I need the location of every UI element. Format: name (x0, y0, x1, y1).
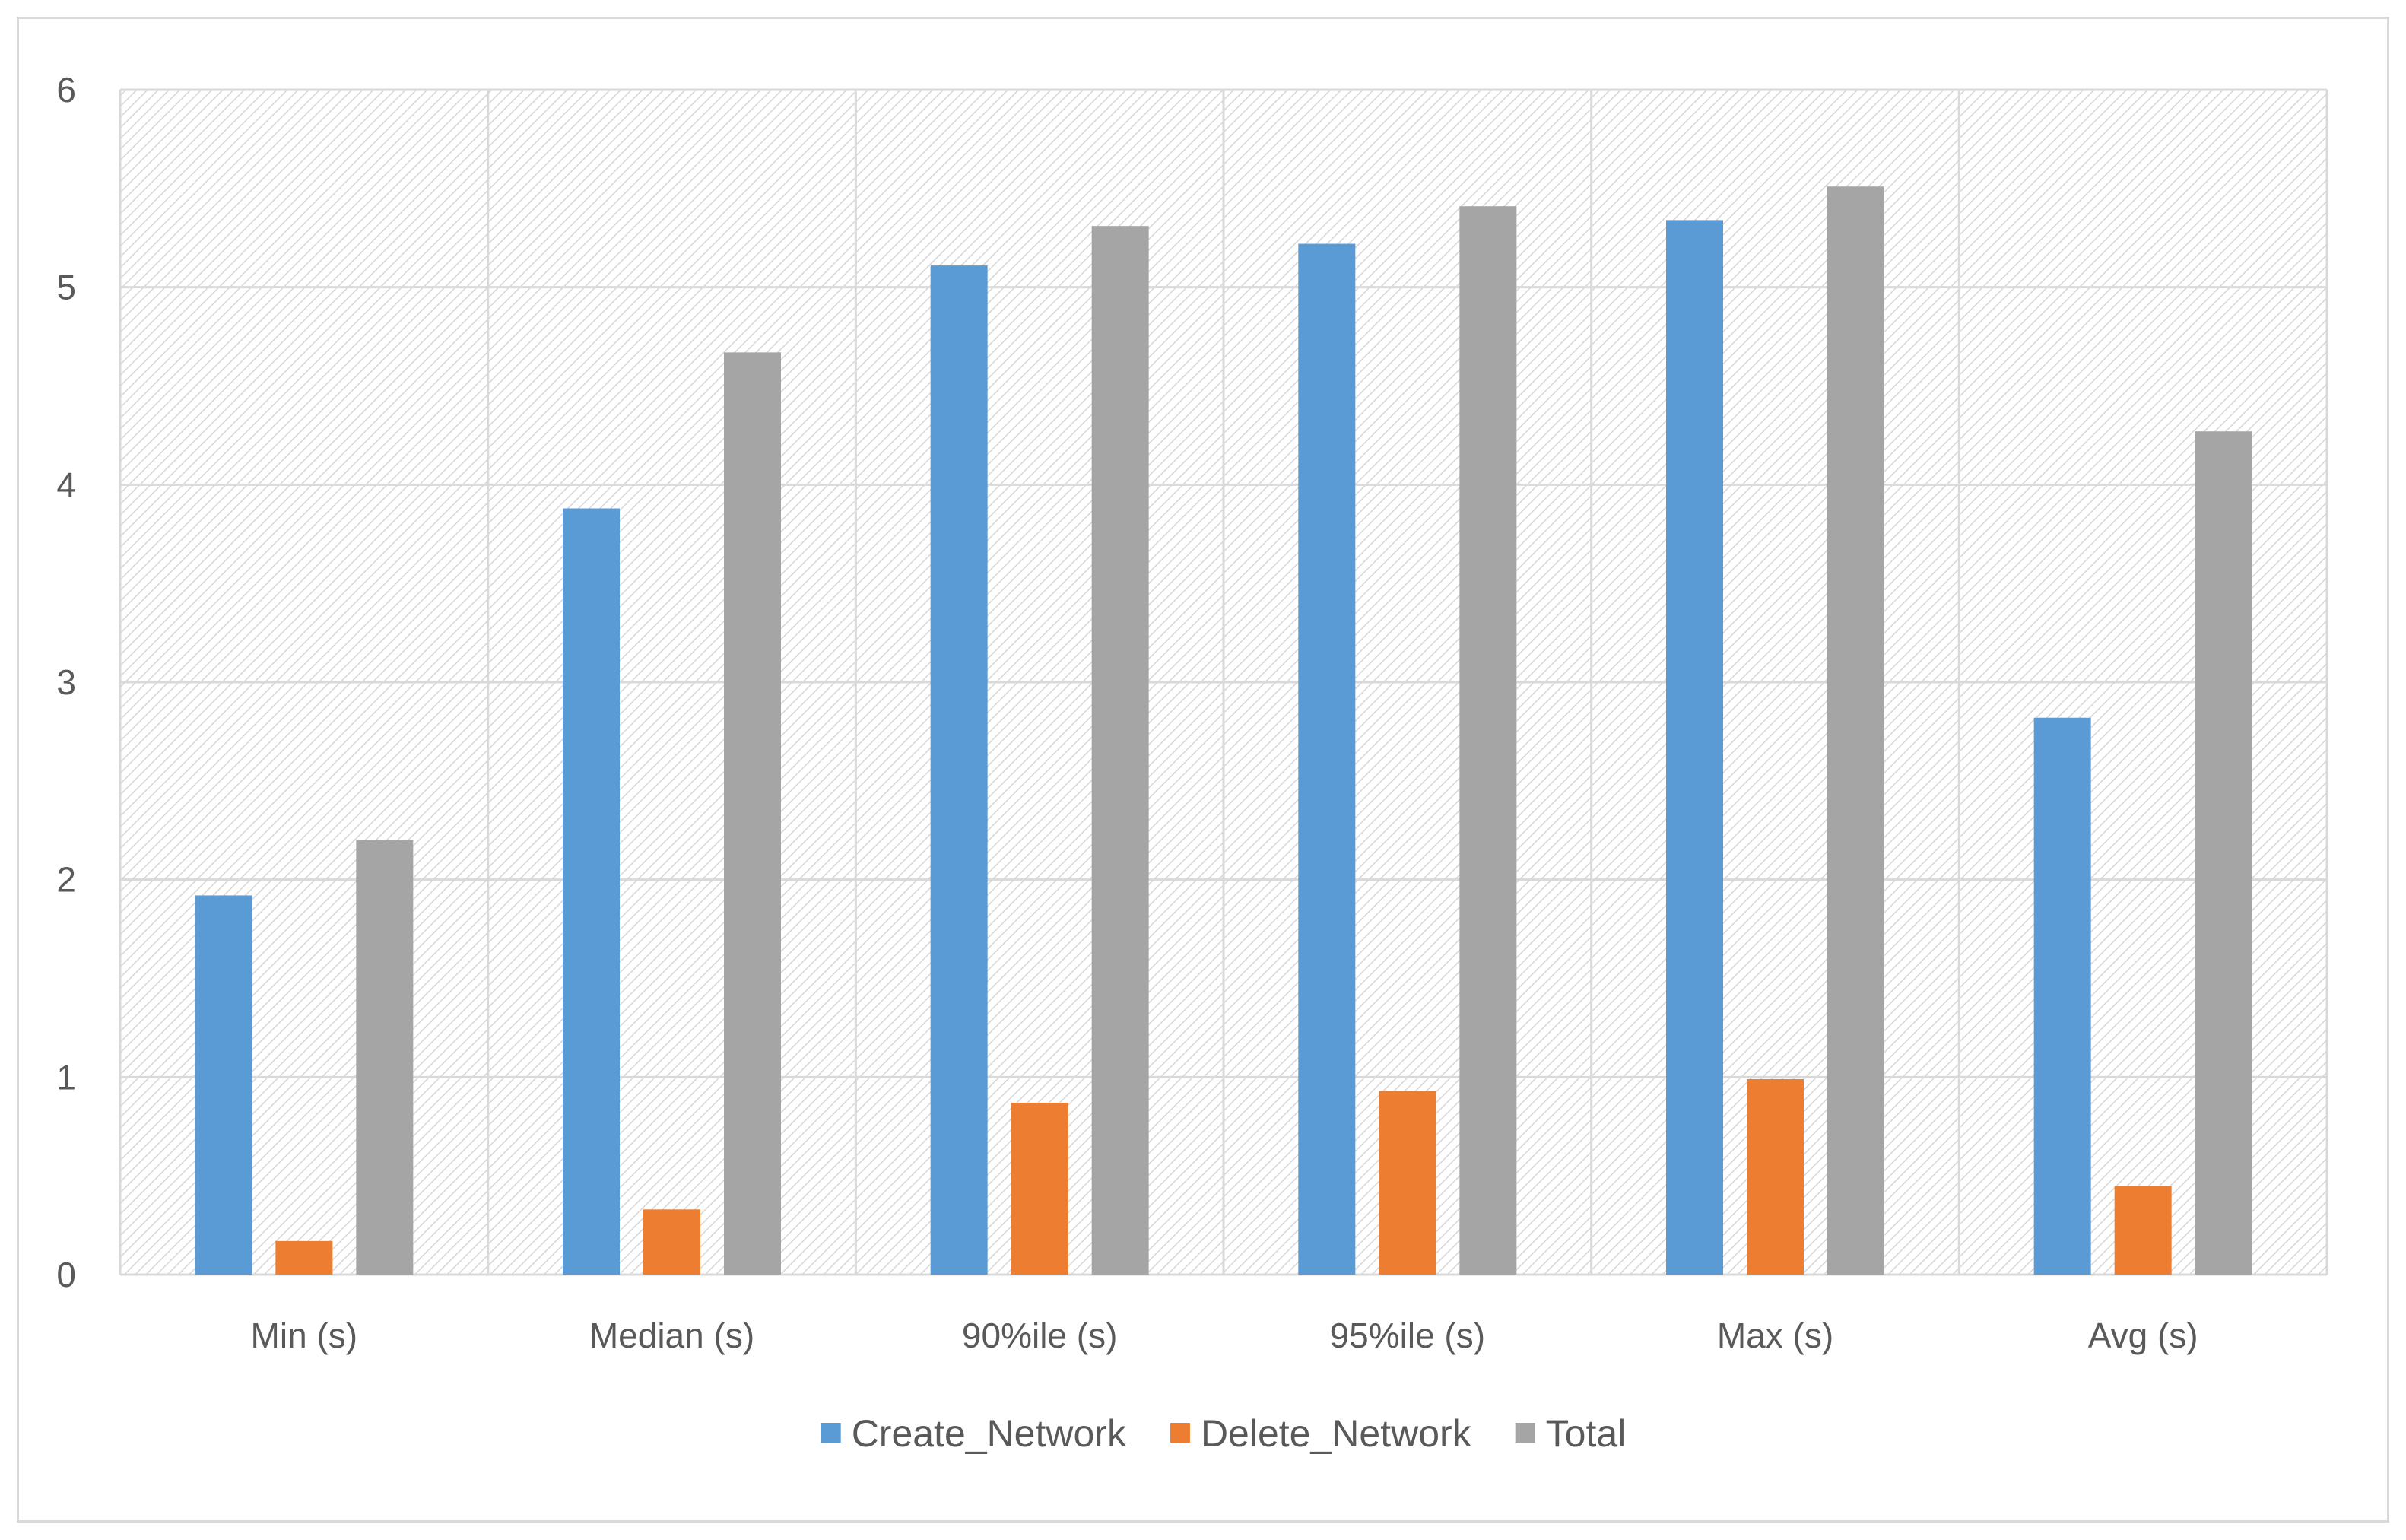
legend-swatch-delete-network (1170, 1423, 1190, 1443)
bar-delete-network-2 (1011, 1103, 1068, 1275)
bar-create-network-3 (1298, 243, 1356, 1275)
bar-delete-network-3 (1379, 1091, 1436, 1275)
bar-total-5 (2195, 431, 2252, 1275)
y-tick-label: 2 (56, 860, 76, 900)
bar-delete-network-1 (643, 1209, 700, 1275)
bar-create-network-1 (563, 508, 620, 1275)
bar-total-4 (1827, 186, 1884, 1275)
x-axis-tick-labels: Min (s) Median (s) 90%ile (s) 95%ile (s) Max… (251, 1316, 2198, 1355)
y-tick-label: 6 (56, 70, 76, 110)
legend-label-delete-network: Delete_Network (1201, 1412, 1472, 1455)
bar-create-network-5 (2033, 717, 2091, 1275)
y-tick-label: 5 (56, 268, 76, 307)
x-tick-label: Avg (s) (2088, 1316, 2198, 1355)
legend-label-total: Total (1546, 1412, 1627, 1455)
bar-total-2 (1091, 226, 1149, 1275)
y-tick-label: 4 (56, 465, 76, 504)
y-tick-label: 1 (56, 1057, 76, 1097)
x-tick-label: 95%ile (s) (1330, 1316, 1486, 1355)
bar-create-network-0 (195, 895, 252, 1275)
bar-delete-network-0 (275, 1240, 333, 1275)
legend-label-create-network: Create_Network (852, 1412, 1127, 1455)
legend: Create_Network Delete_Network Total (821, 1412, 1627, 1455)
legend-swatch-create-network (821, 1423, 841, 1443)
bar-total-1 (724, 352, 781, 1275)
x-tick-label: Median (s) (589, 1316, 754, 1355)
x-tick-label: Max (s) (1717, 1316, 1833, 1355)
bars (195, 186, 2252, 1275)
bar-total-0 (356, 840, 414, 1275)
y-tick-label: 0 (56, 1255, 76, 1294)
bar-create-network-2 (930, 265, 988, 1275)
bar-delete-network-5 (2114, 1186, 2172, 1275)
bar-create-network-4 (1666, 220, 1723, 1275)
bar-total-3 (1459, 206, 1517, 1275)
legend-swatch-total (1515, 1423, 1535, 1443)
x-tick-label: Min (s) (251, 1316, 358, 1355)
y-tick-label: 3 (56, 662, 76, 702)
x-tick-label: 90%ile (s) (962, 1316, 1118, 1355)
bar-delete-network-4 (1747, 1078, 1804, 1275)
y-axis-tick-labels: 0 1 2 3 4 5 6 (56, 70, 76, 1294)
gridlines (119, 88, 2328, 1276)
